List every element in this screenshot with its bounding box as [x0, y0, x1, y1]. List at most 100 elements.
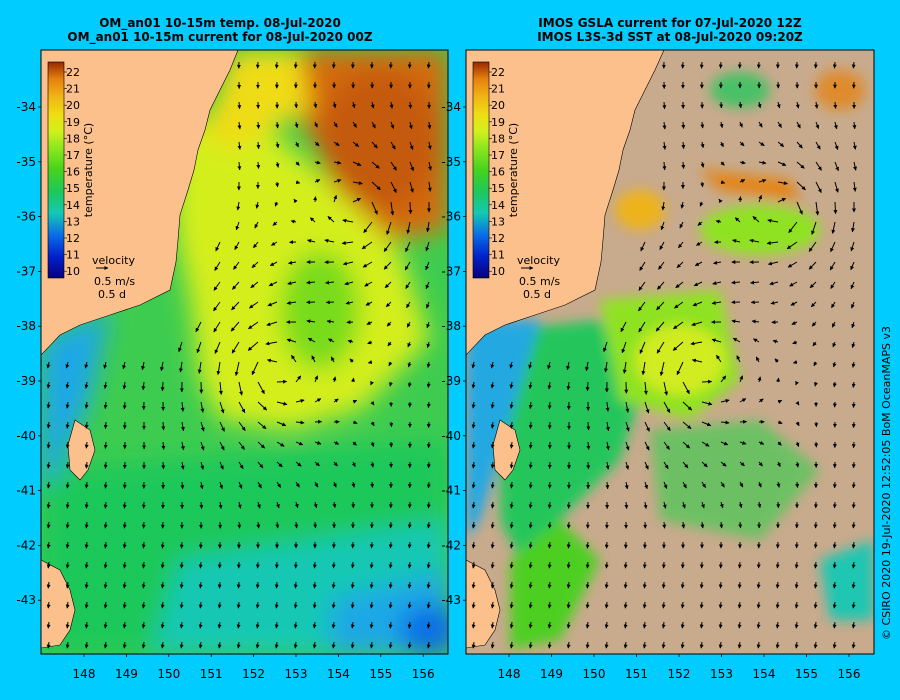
velocity-arrow: [389, 101, 394, 109]
velocity-arrow: [290, 354, 297, 363]
velocity-arrow: [388, 601, 393, 609]
velocity-arrow: [790, 301, 798, 306]
velocity-arrow: [777, 121, 782, 128]
velocity-arrow: [426, 341, 431, 348]
velocity-arrow: [699, 201, 704, 207]
velocity-arrow: [407, 641, 412, 649]
velocity-arrow: [407, 521, 412, 529]
velocity-arrow: [739, 121, 743, 128]
velocity-arrow: [720, 398, 730, 403]
velocity-arrow: [851, 61, 856, 69]
velocity-arrow: [712, 281, 722, 286]
velocity-arrow: [426, 541, 431, 549]
velocity-arrow: [700, 121, 705, 129]
colorbar-tick-label: 11: [491, 249, 505, 262]
velocity-arrow: [623, 621, 628, 629]
velocity-arrow: [680, 621, 685, 629]
velocity-arrow: [366, 321, 373, 325]
velocity-arrow: [266, 321, 278, 327]
velocity-arrow: [701, 481, 707, 488]
velocity-arrow: [757, 481, 762, 488]
velocity-arrow: [200, 421, 205, 432]
velocity-arrow: [737, 641, 742, 649]
velocity-arrow: [738, 521, 743, 529]
velocity-arrow: [720, 461, 727, 467]
velocity-arrow: [426, 381, 431, 388]
velocity-arrow: [851, 641, 856, 649]
velocity-arrow: [694, 261, 703, 267]
velocity-arrow: [84, 561, 89, 569]
velocity-arrow: [528, 501, 533, 509]
velocity-arrow: [680, 641, 685, 649]
velocity-arrow: [832, 381, 837, 388]
velocity-arrow: [833, 101, 838, 109]
velocity-arrow: [352, 420, 358, 425]
velocity-arrow: [796, 201, 803, 215]
velocity-arrow: [547, 541, 552, 549]
velocity-arrow: [528, 401, 533, 409]
velocity-arrow: [219, 461, 224, 470]
velocity-arrow: [699, 61, 704, 69]
velocity-arrow: [528, 641, 533, 649]
velocity-arrow: [659, 241, 665, 250]
velocity-arrow: [200, 401, 205, 413]
lat-tick-label: -42: [16, 538, 36, 552]
velocity-arrow: [237, 521, 242, 529]
velocity-arrow: [604, 621, 609, 629]
velocity-arrow: [850, 281, 855, 290]
velocity-arrow: [103, 481, 108, 489]
velocity-arrow: [331, 561, 336, 569]
velocity-arrow: [369, 561, 374, 569]
velocity-arrow: [585, 361, 589, 372]
velocity-arrow: [815, 121, 820, 129]
velocity-arrow: [732, 239, 741, 243]
velocity-arrow: [682, 461, 689, 469]
velocity-arrow: [238, 381, 244, 396]
velocity-arrow: [739, 461, 745, 467]
velocity-arrow: [233, 261, 240, 270]
velocity-arrow: [46, 521, 51, 529]
lat-tick-label: -35: [441, 155, 461, 169]
velocity-arrow: [294, 501, 299, 509]
right-title-line1: IMOS GSLA current for 07-Jul-2020 12Z: [538, 16, 802, 30]
velocity-arrow: [386, 321, 392, 327]
velocity-arrow: [46, 421, 51, 429]
velocity-arrow: [851, 341, 856, 348]
velocity-arrow: [122, 641, 127, 649]
velocity-arrow: [663, 381, 669, 396]
velocity-arrow: [275, 141, 280, 149]
velocity-arrow: [295, 141, 299, 148]
velocity-arrow: [312, 621, 317, 629]
velocity-arrow: [738, 501, 743, 509]
velocity-arrow: [426, 561, 431, 569]
velocity-arrow: [662, 161, 667, 171]
velocity-arrow: [603, 361, 608, 373]
velocity-arrow: [274, 201, 279, 207]
lat-tick-label: -37: [441, 264, 461, 278]
velocity-arrow: [812, 341, 817, 347]
lat-tick-label: -41: [16, 484, 36, 498]
velocity-arrow: [509, 441, 514, 449]
velocity-arrow: [772, 339, 779, 344]
velocity-arrow: [509, 421, 514, 429]
velocity-arrow: [834, 181, 839, 193]
velocity-arrow: [528, 601, 533, 609]
velocity-arrow: [352, 141, 360, 147]
velocity-arrow: [638, 301, 646, 312]
velocity-arrow: [490, 601, 495, 609]
velocity-arrow: [84, 441, 89, 449]
velocity-arrow: [675, 281, 684, 289]
velocity-arrow: [644, 401, 650, 414]
velocity-arrow: [141, 621, 146, 629]
velocity-arrow: [737, 621, 742, 629]
velocity-arrow: [160, 641, 165, 649]
velocity-arrow: [720, 375, 727, 383]
velocity-arrow: [830, 281, 836, 289]
velocity-arrow: [679, 221, 684, 229]
velocity-arrow: [682, 441, 691, 449]
velocity-arrow: [739, 398, 747, 403]
velocity-arrow: [691, 321, 703, 327]
velocity-arrow: [547, 381, 552, 390]
velocity-arrow: [407, 361, 412, 368]
colorbar-tick-label: 18: [66, 132, 80, 145]
